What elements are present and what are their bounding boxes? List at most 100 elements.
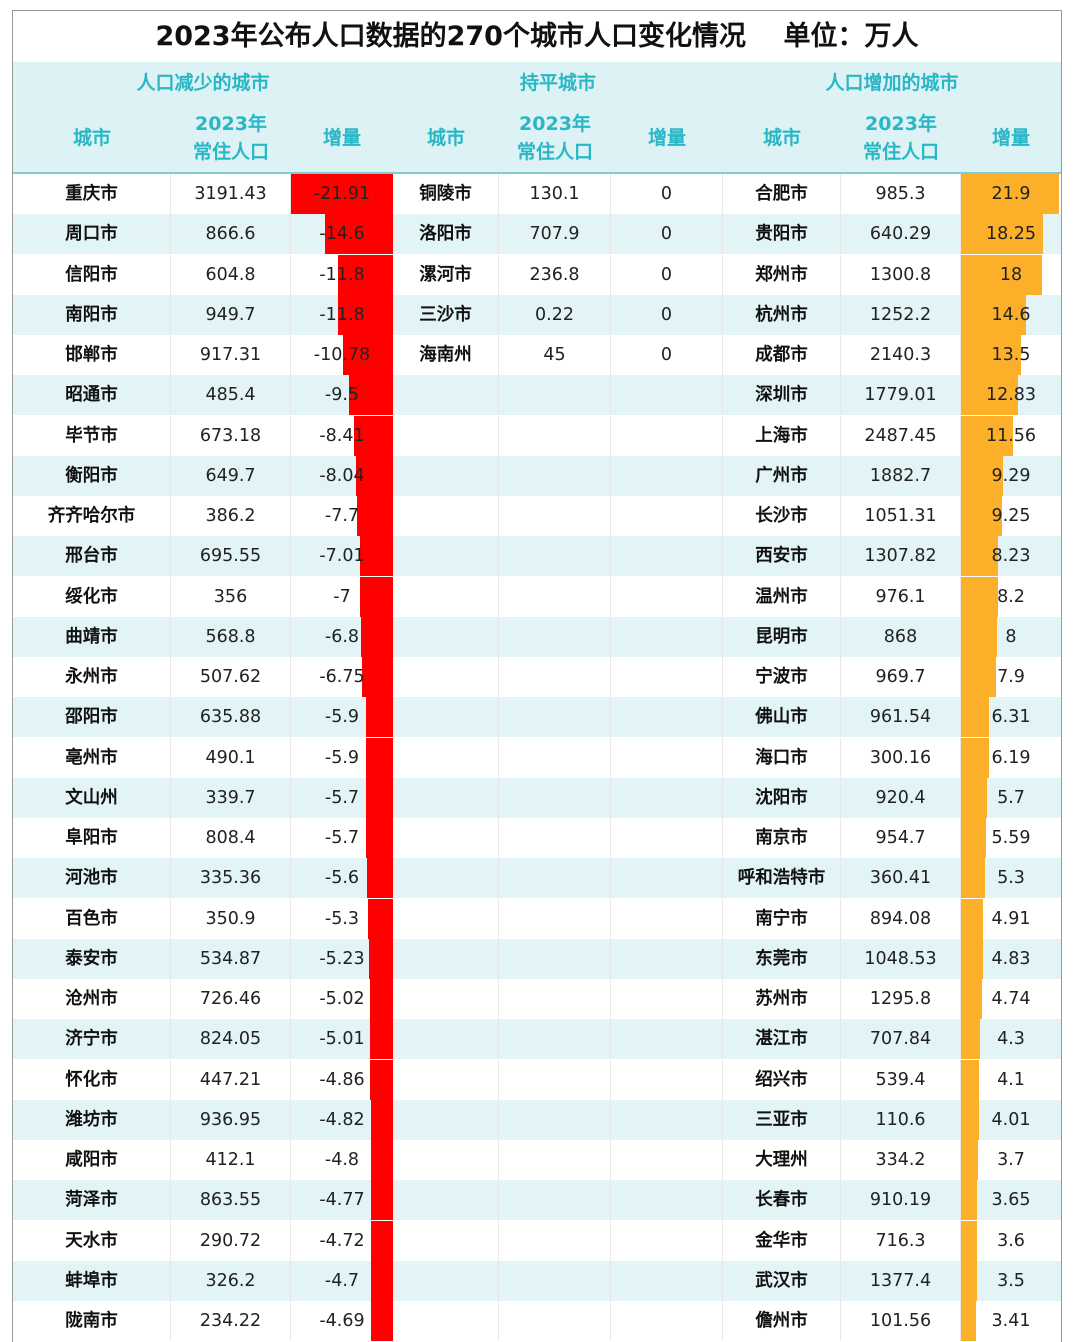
- decrease-city-cell: 陇南市: [13, 1301, 171, 1341]
- decrease-city-cell: 衡阳市: [13, 455, 171, 496]
- increase-city-cell: 长沙市: [723, 496, 841, 536]
- increase-city-cell: 温州市: [723, 576, 841, 617]
- decrease-pop-cell: 534.87: [171, 938, 291, 979]
- decrease-change-bar: [371, 1220, 393, 1261]
- increase-change-bar: [961, 818, 986, 858]
- decrease-pop-cell: 350.9: [171, 898, 291, 939]
- decrease-pop-cell: 290.72: [171, 1220, 291, 1261]
- increase-change-value: 9.29: [991, 465, 1031, 486]
- flat-empty-cell: [393, 1099, 499, 1140]
- decrease-change-value: -4.82: [319, 1109, 365, 1130]
- increase-change-value: 8.23: [991, 546, 1031, 567]
- increase-change-value: 4.3: [997, 1029, 1025, 1050]
- increase-change-value: 18.25: [985, 224, 1037, 245]
- increase-change-bar: [961, 1301, 977, 1341]
- increase-pop-cell: 2487.45: [841, 415, 961, 456]
- decrease-change-bar: [291, 174, 393, 214]
- decrease-change-bar: [371, 1260, 393, 1301]
- decrease-change-bar: [365, 737, 393, 778]
- increase-city-cell: 西安市: [723, 536, 841, 577]
- flat-empty-cell: [611, 496, 723, 536]
- decrease-change-value: -7.01: [319, 546, 365, 567]
- decrease-pop-cell: 917.31: [171, 335, 291, 375]
- flat-pop-cell: 236.8: [499, 254, 611, 295]
- increase-change-bar: [961, 737, 989, 778]
- population-table: 2023年公布人口数据的270个城市人口变化情况 单位：万人 人口减少的城市 持…: [12, 10, 1062, 1342]
- increase-change-bar: [961, 174, 1059, 214]
- flat-empty-cell: [611, 777, 723, 818]
- increase-change-value: 3.5: [997, 1270, 1025, 1291]
- table-row: 亳州市 490.1 -5.9 海口市 300.16 6.19: [13, 737, 1061, 778]
- flat-empty-cell: [393, 1260, 499, 1301]
- decrease-city-cell: 百色市: [13, 898, 171, 939]
- decrease-change-bar: [353, 415, 393, 456]
- decrease-city-cell: 泰安市: [13, 938, 171, 979]
- decrease-change-value: -5.9: [324, 747, 360, 768]
- table-row: 邯郸市 917.31 -10.78 海南州 45 0 成都市 2140.3 13.5: [13, 335, 1061, 375]
- decrease-change-bar: [357, 496, 393, 536]
- increase-change-value: 4.1: [997, 1069, 1025, 1090]
- decrease-pop-cell: 3191.43: [171, 174, 291, 214]
- decrease-city-cell: 重庆市: [13, 174, 171, 214]
- decrease-change-value: -4.86: [319, 1069, 365, 1090]
- flat-empty-cell: [393, 616, 499, 657]
- decrease-change-value: -4.7: [324, 1270, 360, 1291]
- decrease-change-bar: [366, 777, 393, 818]
- increase-change-value: 5.3: [997, 868, 1025, 889]
- increase-change-value: 7.9: [997, 667, 1025, 687]
- table-row: 衡阳市 649.7 -8.04 广州市 1882.7 9.29: [13, 455, 1061, 496]
- decrease-city-cell: 曲靖市: [13, 616, 171, 657]
- increase-change-value: 8.2: [997, 586, 1025, 607]
- decrease-pop-cell: 447.21: [171, 1059, 291, 1100]
- increase-pop-cell: 101.56: [841, 1301, 961, 1341]
- decrease-change-bar: [365, 697, 393, 738]
- group-header-decrease: 人口减少的城市: [136, 72, 270, 94]
- decrease-city-cell: 阜阳市: [13, 818, 171, 858]
- flat-empty-cell: [499, 938, 611, 979]
- decrease-change-value: -7.7: [324, 506, 360, 526]
- decrease-change-value: -8.04: [319, 465, 365, 486]
- flat-empty-cell: [499, 375, 611, 416]
- flat-city-cell: 洛阳市: [393, 214, 499, 255]
- decrease-city-cell: 毕节市: [13, 415, 171, 456]
- decrease-change-value: -5.7: [324, 828, 360, 848]
- increase-city-cell: 贵阳市: [723, 214, 841, 255]
- increase-change-bar: [961, 294, 1027, 335]
- increase-pop-cell: 110.6: [841, 1099, 961, 1140]
- increase-pop-cell: 1882.7: [841, 455, 961, 496]
- increase-pop-cell: 894.08: [841, 898, 961, 939]
- decrease-pop-cell: 326.2: [171, 1260, 291, 1301]
- increase-change-bar: [961, 415, 1013, 456]
- col-header-pop: 2023年 常住人口: [862, 113, 939, 163]
- decrease-change-value: -5.01: [319, 1029, 365, 1050]
- increase-change-bar: [961, 455, 1003, 496]
- increase-change-bar: [961, 254, 1042, 295]
- decrease-city-cell: 济宁市: [13, 1019, 171, 1060]
- flat-empty-cell: [611, 697, 723, 738]
- increase-pop-cell: 716.3: [841, 1220, 961, 1261]
- decrease-city-cell: 邢台市: [13, 536, 171, 577]
- increase-change-bar: [961, 335, 1022, 375]
- flat-empty-cell: [611, 1260, 723, 1301]
- decrease-pop-cell: 863.55: [171, 1180, 291, 1221]
- flat-empty-cell: [393, 496, 499, 536]
- flat-empty-cell: [499, 536, 611, 577]
- decrease-pop-cell: 356: [171, 576, 291, 617]
- decrease-city-cell: 菏泽市: [13, 1180, 171, 1221]
- decrease-change-value: -5.6: [324, 868, 360, 889]
- decrease-pop-cell: 335.36: [171, 858, 291, 899]
- table-row: 咸阳市 412.1 -4.8 大理州 334.2 3.7: [13, 1140, 1061, 1180]
- increase-pop-cell: 976.1: [841, 576, 961, 617]
- decrease-change-value: -5.02: [319, 989, 365, 1009]
- increase-change-value: 21.9: [991, 184, 1031, 204]
- table-row: 南阳市 949.7 -11.8 三沙市 0.22 0 杭州市 1252.2 14.6: [13, 294, 1061, 335]
- decrease-pop-cell: 649.7: [171, 455, 291, 496]
- group-header-flat: 持平城市: [519, 72, 596, 94]
- increase-pop-cell: 300.16: [841, 737, 961, 778]
- increase-city-cell: 杭州市: [723, 294, 841, 335]
- table-row: 邢台市 695.55 -7.01 西安市 1307.82 8.23: [13, 536, 1061, 577]
- decrease-change-bar: [338, 254, 393, 295]
- flat-empty-cell: [611, 455, 723, 496]
- flat-empty-cell: [611, 657, 723, 697]
- increase-pop-cell: 920.4: [841, 777, 961, 818]
